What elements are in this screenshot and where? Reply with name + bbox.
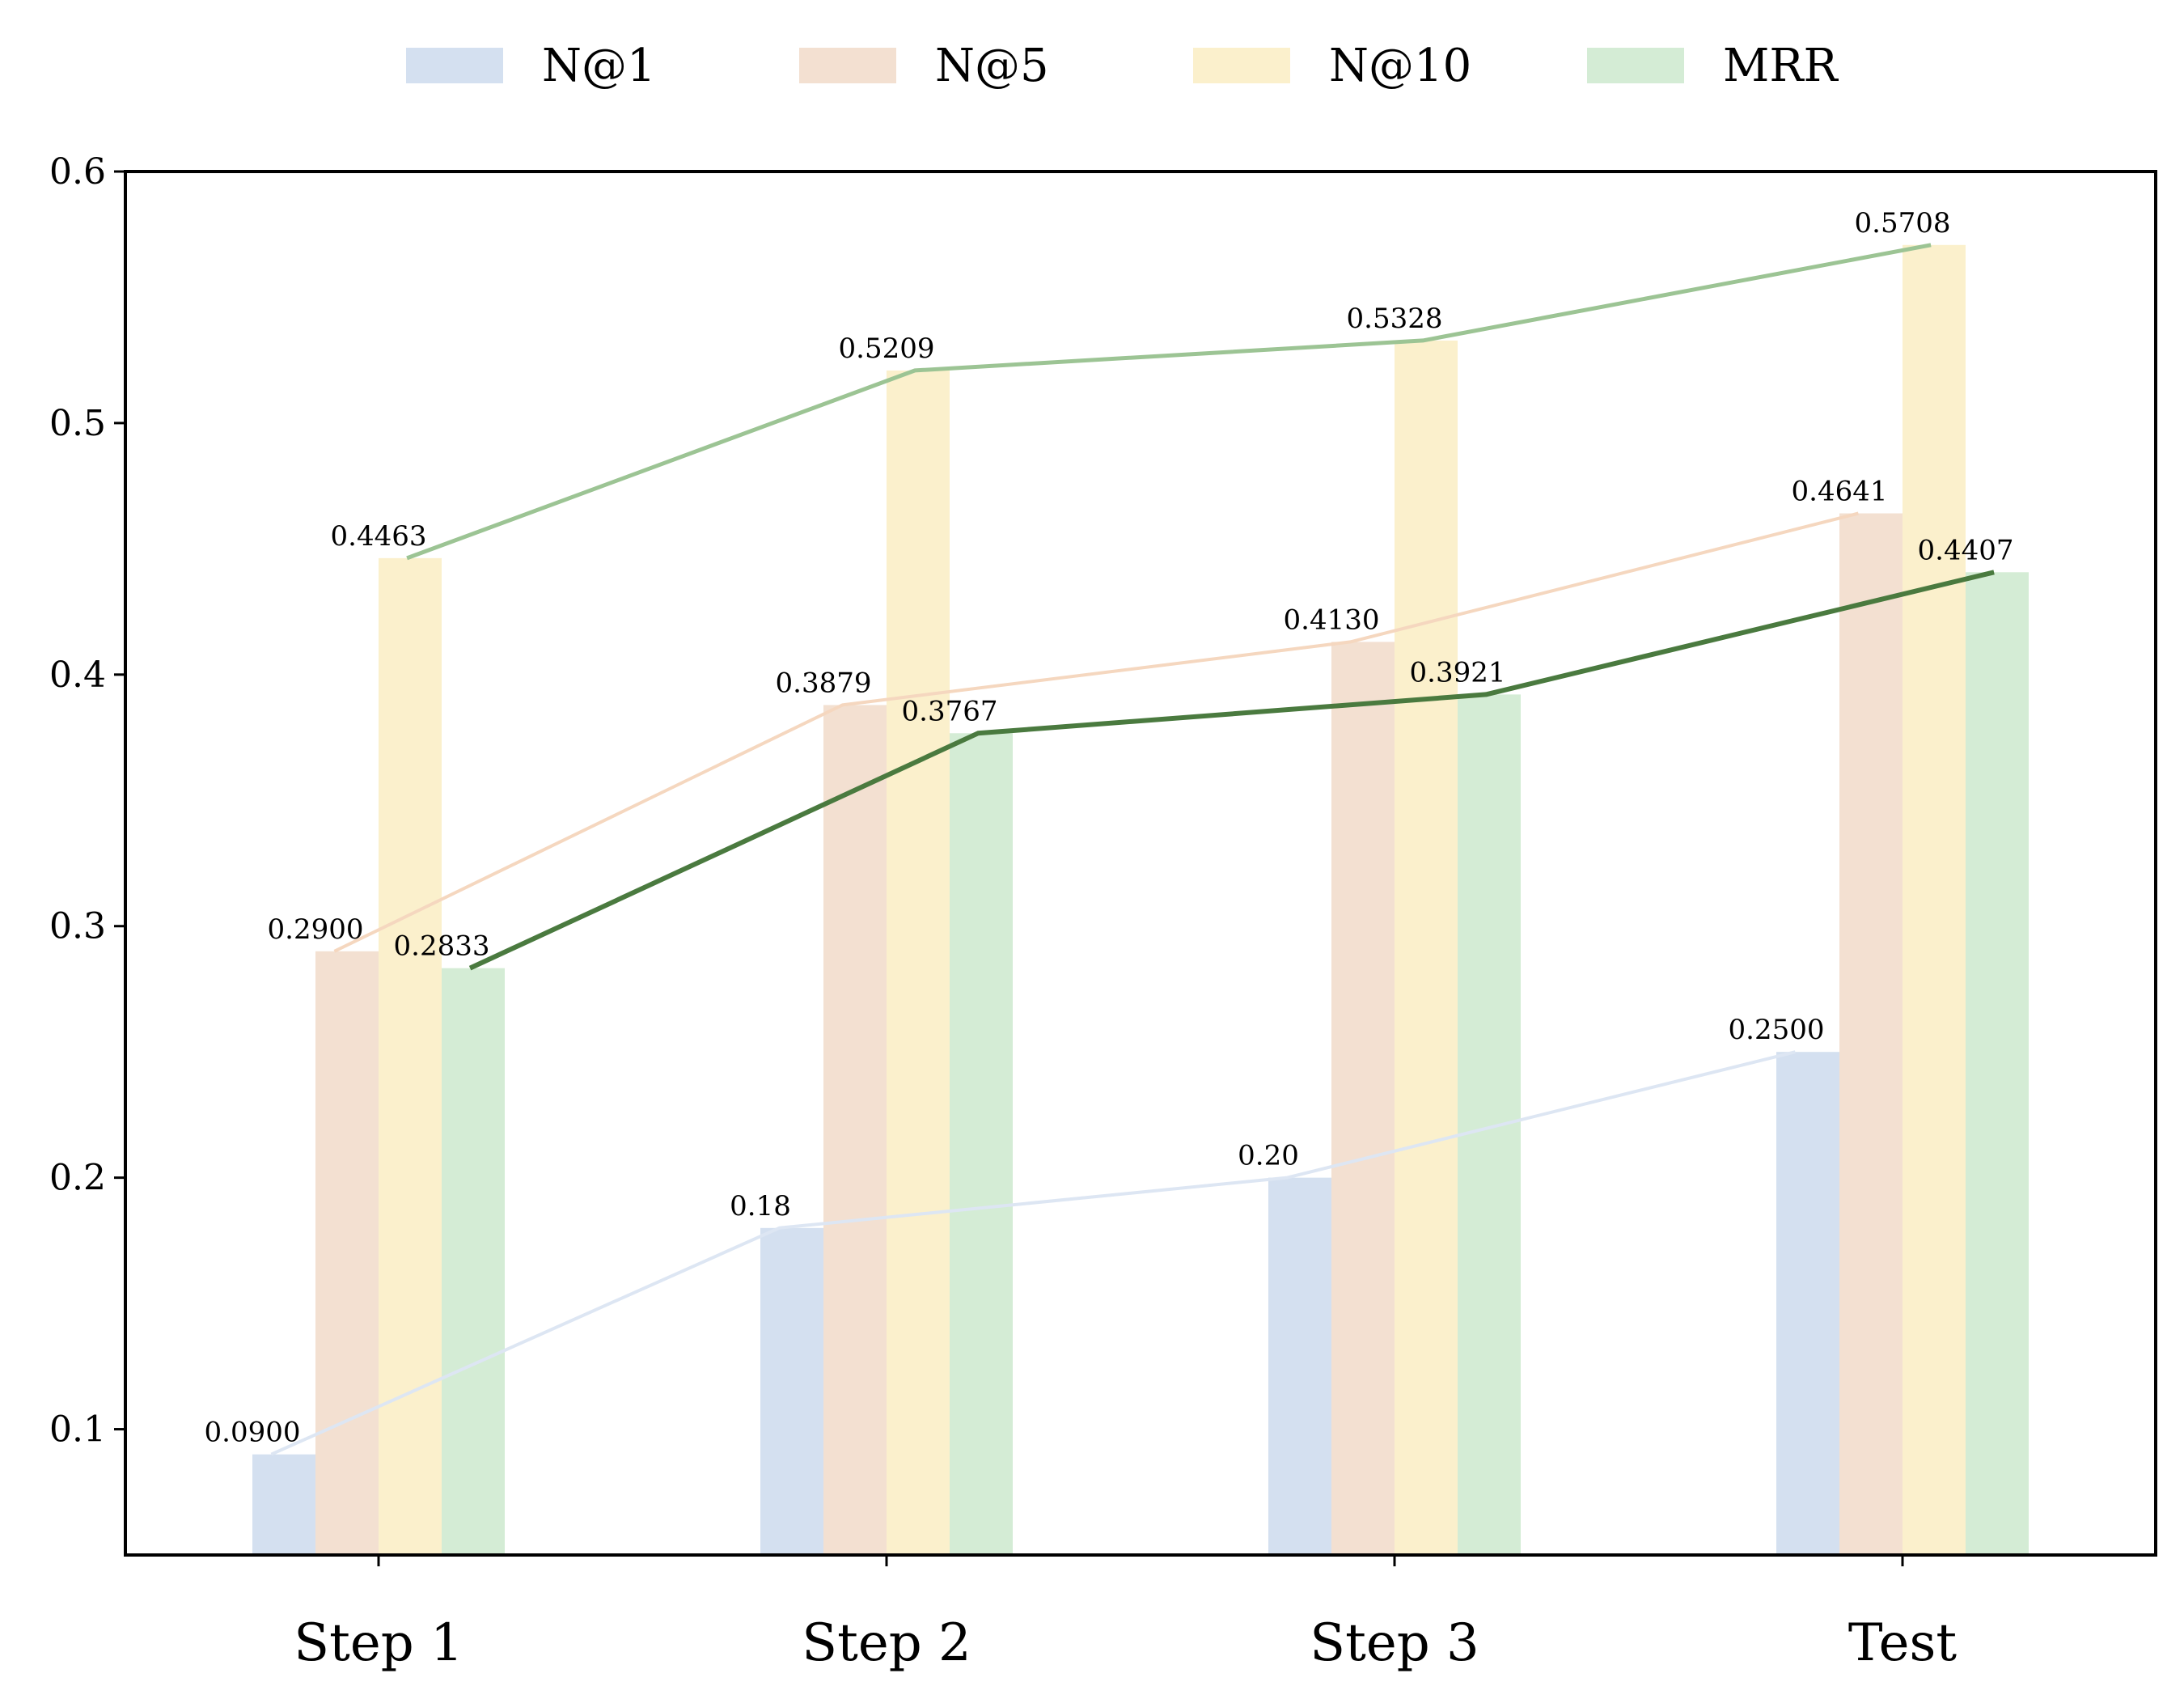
bar-N@10-Step 2 (887, 370, 950, 1555)
legend-swatch-N@5 (799, 48, 896, 83)
data-label-N@1-Step 1: 0.0900 (205, 1417, 301, 1449)
data-label-N@5-Step 3: 0.4130 (1284, 604, 1380, 636)
bar-N@5-Step 1 (315, 951, 379, 1555)
bar-N@1-Test (1776, 1052, 1839, 1555)
data-label-MRR-Step 2: 0.3767 (902, 695, 998, 727)
trend-line-N@5 (333, 511, 1859, 953)
trend-line-MRR (468, 570, 1995, 971)
data-label-N@1-Step 3: 0.20 (1238, 1140, 1299, 1172)
trend-lines-layer (270, 243, 1995, 1456)
y-tick-label-0.3: 0.3 (49, 906, 106, 947)
legend-swatch-N@10 (1193, 48, 1290, 83)
data-label-N@5-Step 2: 0.3879 (776, 667, 872, 699)
x-tick-label-Test: Test (1848, 1613, 1957, 1673)
legend-label-N@1: N@1 (542, 40, 656, 92)
data-label-N@5-Test: 0.4641 (1792, 476, 1888, 508)
y-tick-label-0.6: 0.6 (49, 151, 106, 193)
y-tick-label-0.1: 0.1 (49, 1409, 106, 1451)
y-tick-label-0.2: 0.2 (49, 1158, 106, 1199)
data-label-N@10-Step 2: 0.5209 (839, 333, 935, 365)
bar-N@10-Step 3 (1395, 340, 1458, 1555)
trend-line-N@10 (406, 243, 1932, 561)
bar-N@10-Step 1 (379, 557, 442, 1556)
x-tick-label-Step 2: Step 2 (802, 1613, 971, 1673)
bar-N@1-Step 3 (1268, 1177, 1331, 1555)
y-tick-label-0.5: 0.5 (49, 403, 106, 444)
bars-layer (252, 244, 2029, 1556)
legend-label-N@10: N@10 (1329, 40, 1471, 92)
data-label-N@10-Test: 0.5708 (1855, 207, 1951, 239)
legend-swatch-MRR (1587, 48, 1684, 83)
bar-N@5-Step 2 (823, 705, 887, 1555)
legend-label-N@5: N@5 (935, 40, 1049, 92)
legend: N@1 N@5 N@10 MRR (406, 40, 1839, 92)
data-label-N@1-Step 2: 0.18 (730, 1190, 791, 1222)
x-tick-label-Step 1: Step 1 (294, 1613, 463, 1673)
data-label-MRR-Step 1: 0.2833 (394, 930, 490, 963)
y-axis: 0.1 0.2 0.3 0.4 0.5 0.6 (49, 151, 125, 1451)
data-label-N@10-Step 1: 0.4463 (331, 520, 427, 553)
plot-frame (124, 170, 2157, 1557)
bar-MRR-Test (1966, 572, 2029, 1555)
data-label-MRR-Test: 0.4407 (1918, 534, 2014, 566)
y-tick-label-0.4: 0.4 (49, 655, 106, 696)
bar-MRR-Step 3 (1458, 694, 1521, 1555)
bar-N@1-Step 1 (252, 1454, 315, 1555)
data-label-N@10-Step 3: 0.5328 (1347, 303, 1443, 335)
legend-swatch-N@1 (406, 48, 503, 83)
bar-MRR-Step 2 (950, 733, 1013, 1555)
bar-N@5-Step 3 (1331, 642, 1395, 1555)
data-label-MRR-Step 3: 0.3921 (1410, 656, 1506, 688)
bar-MRR-Step 1 (442, 968, 505, 1555)
legend-label-MRR: MRR (1723, 40, 1839, 92)
bar-N@5-Test (1839, 513, 1903, 1556)
bar-N@1-Step 2 (760, 1227, 823, 1555)
data-labels-layer: 0.0900 0.18 0.20 0.2500 0.2900 0.3879 0.4130 0.… (205, 207, 2014, 1449)
data-label-N@1-Test: 0.2500 (1729, 1014, 1825, 1046)
trend-line-N@1 (270, 1050, 1796, 1456)
data-label-N@5-Step 1: 0.2900 (268, 913, 364, 946)
x-axis: Step 1 Step 2 Step 3 Test (294, 1555, 1957, 1673)
bar-N@10-Test (1903, 244, 1966, 1556)
x-tick-label-Step 3: Step 3 (1310, 1613, 1479, 1673)
